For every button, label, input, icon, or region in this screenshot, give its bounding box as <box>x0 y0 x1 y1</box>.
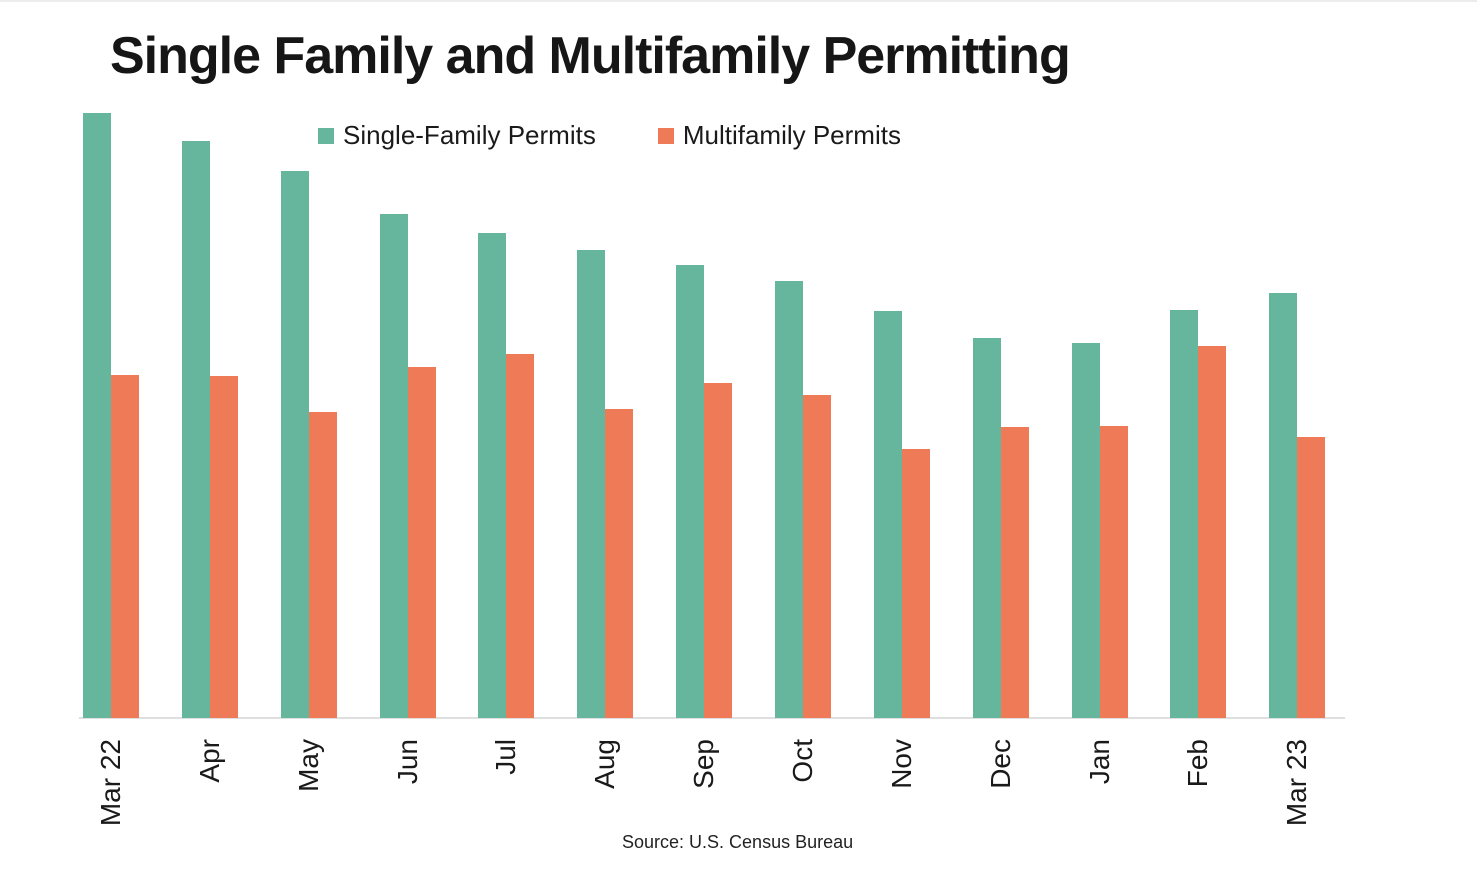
bar-single-family <box>1072 343 1100 718</box>
legend-item-multifamily: Multifamily Permits <box>657 120 901 151</box>
x-axis-label: Nov <box>886 739 917 789</box>
bar-multifamily <box>803 395 831 718</box>
bar-multifamily <box>1100 426 1128 718</box>
bar-single-family <box>1170 310 1198 718</box>
x-axis-label: Jan <box>1084 739 1115 785</box>
bar-single-family <box>380 214 408 718</box>
bar-single-family <box>874 311 902 718</box>
chart-title: Single Family and Multifamily Permitting <box>110 27 1071 85</box>
x-axis-label: Aug <box>589 739 620 789</box>
bar-single-family <box>478 233 506 718</box>
bar-single-family <box>281 171 309 718</box>
legend-label-multifamily: Multifamily Permits <box>682 120 901 150</box>
bar-multifamily <box>309 412 337 718</box>
bar-multifamily <box>1198 346 1226 718</box>
bar-multifamily <box>210 376 238 718</box>
legend-label-single-family: Single-Family Permits <box>343 120 596 150</box>
legend: Single-Family Permits Multifamily Permit… <box>318 120 901 151</box>
single-family-swatch-icon <box>318 127 334 144</box>
legend-item-single-family: Single-Family Permits <box>318 120 596 151</box>
bar-single-family <box>182 141 210 718</box>
bar-single-family <box>676 265 704 718</box>
bar-single-family <box>83 113 111 718</box>
bar-multifamily <box>1297 437 1325 718</box>
bar-single-family <box>577 250 605 718</box>
bar-multifamily <box>704 383 732 718</box>
x-axis-label: Apr <box>194 739 225 783</box>
x-axis-label: Mar 23 <box>1281 739 1312 827</box>
bar-single-family <box>1269 293 1297 718</box>
x-axis-label: Jul <box>490 739 521 775</box>
x-axis-label: Jun <box>392 739 423 785</box>
bar-single-family <box>775 281 803 718</box>
x-axis-label: May <box>293 739 324 792</box>
bar-multifamily <box>111 375 139 718</box>
source-note: Source: U.S. Census Bureau <box>622 832 854 852</box>
bar-multifamily <box>506 354 534 718</box>
x-axis-line <box>79 717 1345 719</box>
bar-multifamily <box>605 409 633 718</box>
bar-multifamily <box>408 367 436 718</box>
x-axis-label: Feb <box>1182 739 1213 788</box>
bar-multifamily <box>1001 427 1029 718</box>
multifamily-swatch-icon <box>657 127 674 144</box>
x-axis-label: Mar 22 <box>95 739 126 827</box>
x-axis-label: Dec <box>985 739 1016 789</box>
bar-multifamily <box>902 449 930 718</box>
bar-single-family <box>973 338 1001 718</box>
